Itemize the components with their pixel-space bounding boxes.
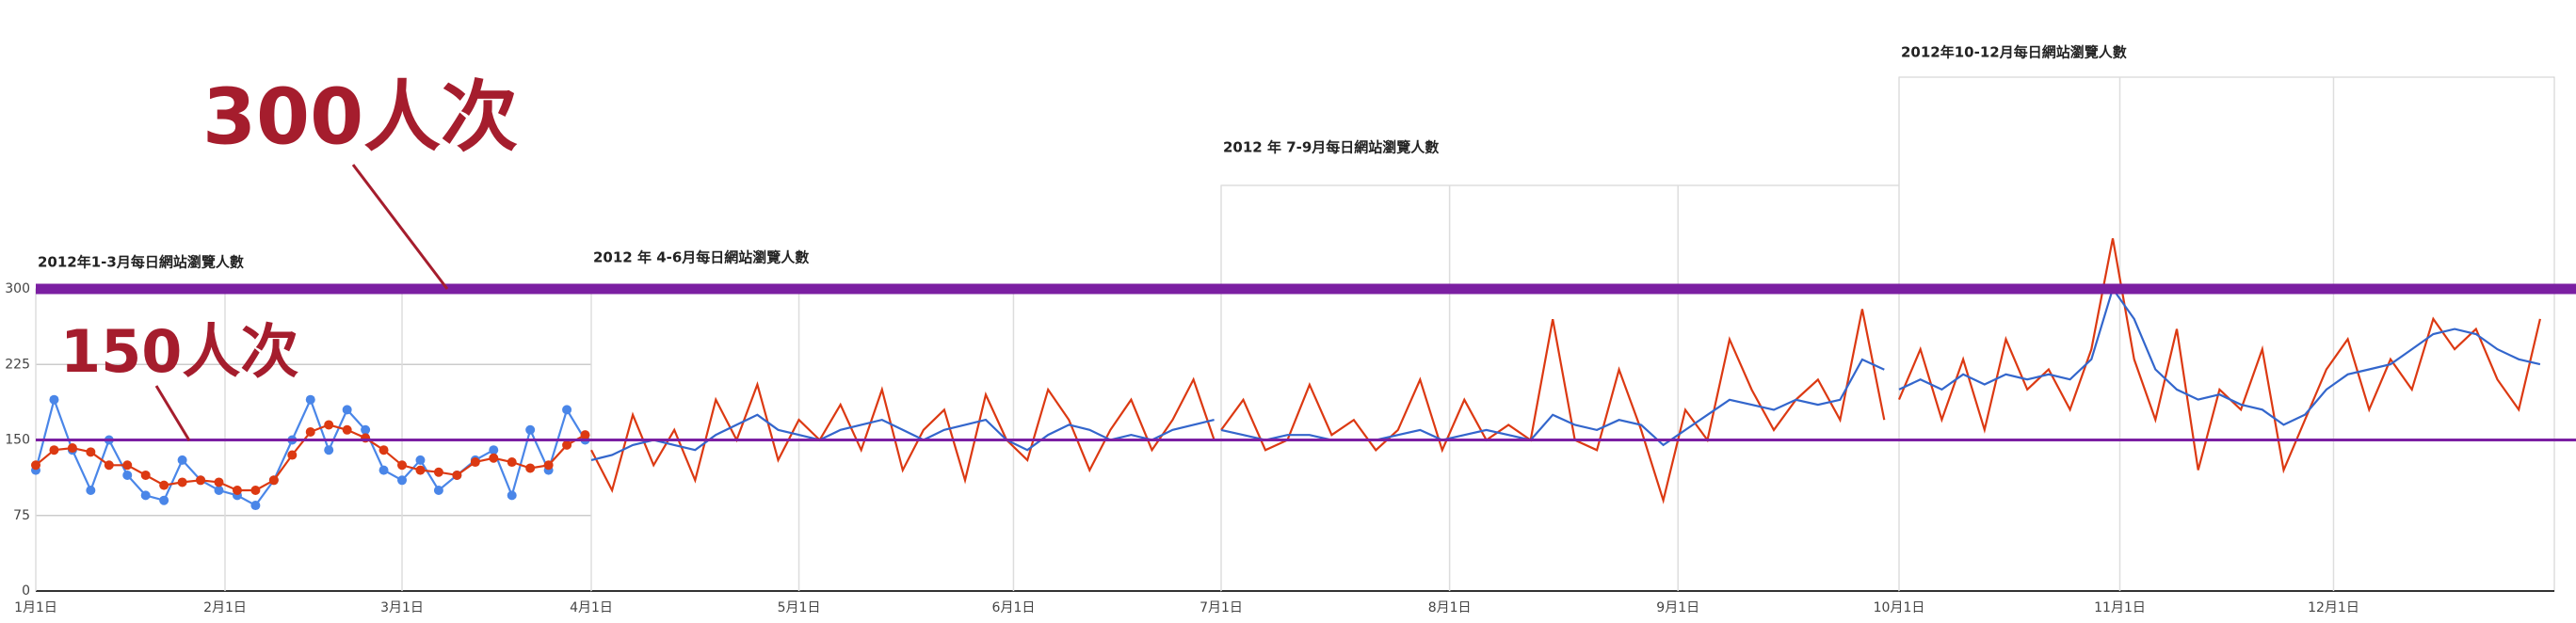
leader-line [154, 385, 191, 441]
point [378, 445, 389, 455]
annotation: 300人次 [202, 72, 518, 162]
chart-title: 2012年1-3月每日網站瀏覽人數 [38, 254, 244, 271]
point [214, 486, 224, 495]
point [86, 447, 96, 457]
point [433, 467, 443, 477]
point [232, 486, 242, 495]
leader-line [351, 164, 449, 290]
point [324, 445, 334, 455]
point [104, 460, 114, 471]
point [342, 424, 352, 435]
x-tick-label: 1月1日 [14, 600, 57, 615]
point [342, 405, 352, 415]
x-tick-label: 2月1日 [203, 600, 247, 615]
point [31, 460, 40, 471]
point [140, 470, 151, 480]
point [507, 490, 517, 501]
x-tick-label: 9月1日 [1656, 600, 1699, 615]
point [49, 394, 59, 405]
point [122, 460, 133, 471]
point [470, 457, 480, 468]
point [415, 455, 426, 465]
point [324, 420, 334, 430]
point [268, 475, 279, 486]
series-line [1220, 358, 1885, 447]
x-tick-label: 11月1日 [2094, 600, 2146, 615]
series-line [1898, 286, 2541, 426]
point [580, 430, 590, 440]
point [214, 477, 224, 487]
series-line [590, 376, 1216, 494]
point [67, 443, 77, 454]
y-tick-label: 75 [13, 508, 30, 523]
x-tick-label: 8月1日 [1428, 600, 1472, 615]
x-tick-label: 10月1日 [1874, 600, 1925, 615]
chart-title: 2012年10-12月每日網站瀏覽人數 [1901, 44, 2127, 61]
point [397, 475, 408, 486]
x-tick-label: 3月1日 [380, 600, 424, 615]
point [140, 490, 151, 501]
point [489, 445, 499, 455]
x-tick-label: 12月1日 [2308, 600, 2359, 615]
y-tick-label: 150 [5, 433, 30, 448]
plot-frame [1898, 76, 2555, 592]
point [122, 470, 133, 480]
y-tick-label: 0 [22, 583, 30, 599]
point [250, 486, 261, 495]
y-tick-label: 225 [5, 357, 30, 372]
point [86, 486, 96, 495]
point [378, 465, 389, 475]
point [49, 445, 59, 455]
point [562, 439, 572, 450]
point [305, 394, 315, 405]
point [196, 475, 206, 486]
point [159, 480, 169, 490]
chart-title: 2012 年 7-9月每日網站瀏覽人數 [1223, 139, 1439, 156]
point [361, 424, 371, 435]
series-line [1220, 309, 1886, 504]
x-tick-label: 4月1日 [570, 600, 613, 615]
reference-lines [36, 283, 2576, 441]
point [397, 460, 408, 471]
x-tick-label: 5月1日 [778, 600, 821, 615]
point [177, 455, 187, 465]
point [287, 450, 298, 460]
point [452, 470, 462, 480]
point [543, 460, 554, 471]
point [525, 424, 536, 435]
point [525, 463, 536, 473]
point [562, 405, 572, 415]
point [250, 501, 261, 511]
point [507, 457, 517, 468]
point [177, 477, 187, 487]
annotation: 150人次 [60, 317, 298, 386]
x-tick-label: 7月1日 [1199, 600, 1243, 615]
series-line [34, 395, 587, 507]
chart-title: 2012 年 4-6月每日網站瀏覽人數 [593, 249, 809, 266]
point [159, 495, 169, 505]
x-tick-label: 6月1日 [992, 600, 1036, 615]
plot-frame [1220, 184, 1900, 592]
point [305, 426, 315, 437]
point [415, 465, 426, 475]
y-tick-label: 300 [5, 281, 30, 296]
series-line [1897, 238, 2541, 474]
point [489, 453, 499, 463]
point [433, 486, 443, 495]
